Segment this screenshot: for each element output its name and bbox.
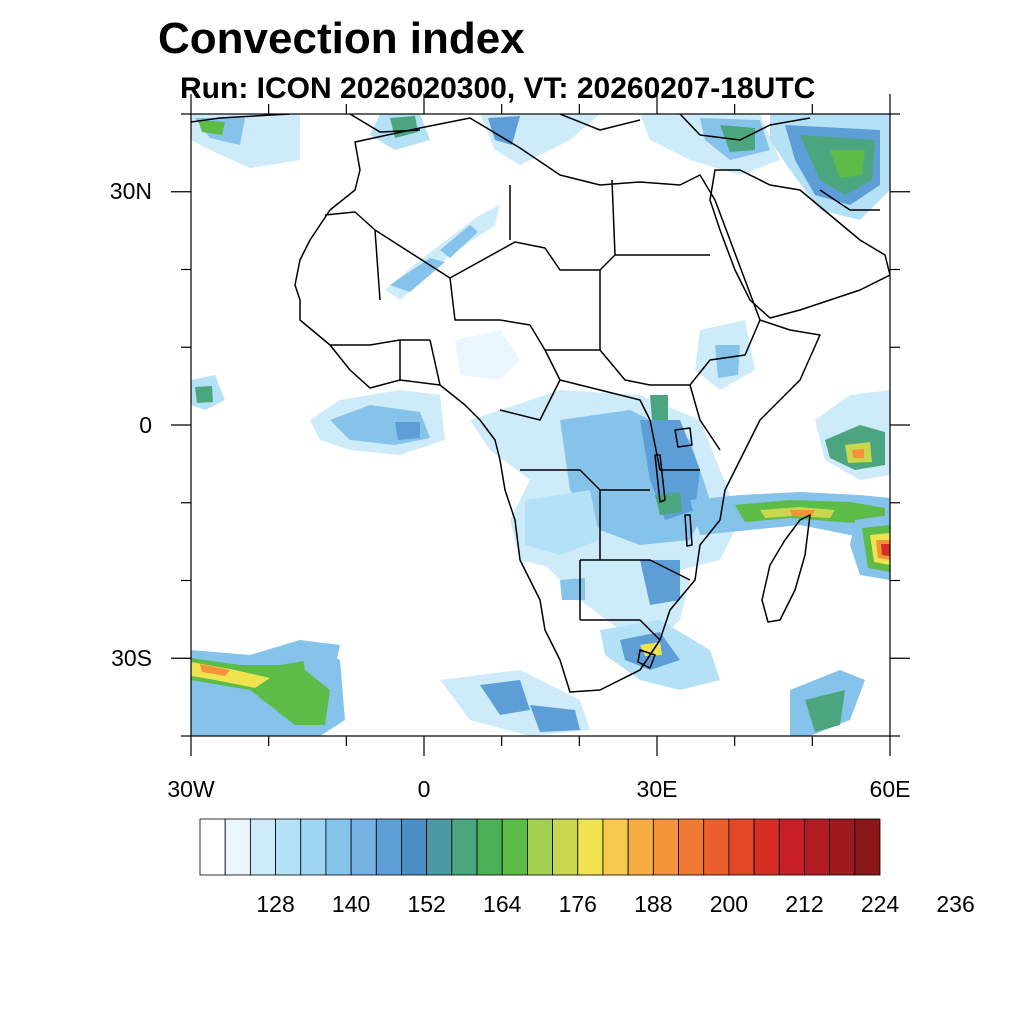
colorbar	[199, 818, 881, 876]
colorbar-swatch	[854, 818, 881, 876]
colorbar-label: 212	[785, 891, 823, 917]
colorbar-swatch	[652, 818, 679, 876]
colorbar-label: 236	[936, 891, 974, 917]
country-borders	[324, 179, 761, 671]
y-label-0: 0	[139, 412, 152, 438]
colorbar-labels: 128 140 152 164 176 188 200 212 224 236	[256, 891, 974, 917]
colorbar-swatch	[753, 818, 780, 876]
colorbar-label: 176	[559, 891, 597, 917]
x-label-30e: 30E	[637, 776, 678, 802]
precip-cell	[525, 490, 600, 555]
lake-malawi	[684, 514, 693, 547]
colorbar-label: 200	[710, 891, 748, 917]
precip-cell	[200, 664, 230, 676]
colorbar-swatch	[275, 818, 302, 876]
colorbar-label: 140	[332, 891, 370, 917]
madagascar-coastline	[761, 514, 811, 623]
colorbar-label: 128	[256, 891, 294, 917]
colorbar-swatch	[451, 818, 478, 876]
colorbar-swatch	[401, 818, 428, 876]
precip-cell	[830, 150, 865, 178]
precip-cell	[300, 640, 340, 690]
africa-coastline	[294, 117, 821, 693]
colorbar-swatch	[476, 818, 503, 876]
colorbar-label: 188	[634, 891, 672, 917]
precip-cell	[195, 386, 213, 403]
europe-coastline	[191, 114, 880, 211]
precip-cell	[805, 690, 845, 732]
convection-field	[191, 114, 890, 736]
colorbar-swatch	[224, 818, 251, 876]
precip-cell	[395, 422, 420, 440]
y-label-30s: 30S	[111, 645, 152, 671]
axis-ticks	[171, 94, 910, 756]
colorbar-swatch	[501, 818, 528, 876]
colorbar-swatch	[829, 818, 856, 876]
colorbar-swatch	[199, 818, 226, 876]
x-label-30w: 30W	[167, 776, 215, 802]
x-label-60e: 60E	[870, 776, 911, 802]
colorbar-label: 164	[483, 891, 522, 917]
lake-tanganyika	[654, 454, 666, 503]
precip-cell	[198, 120, 225, 135]
precip-cell	[488, 116, 520, 145]
colorbar-swatch	[678, 818, 705, 876]
precip-cell	[852, 449, 864, 458]
x-label-0: 0	[418, 776, 431, 802]
colorbar-swatch	[300, 818, 327, 876]
colorbar-swatch	[627, 818, 654, 876]
coastlines-borders	[191, 114, 890, 693]
colorbar-swatch	[552, 818, 579, 876]
precip-cell	[715, 345, 740, 378]
precip-cell	[720, 125, 755, 152]
colorbar-swatch	[325, 818, 352, 876]
colorbar-swatch	[527, 818, 553, 876]
colorbar-swatch	[249, 818, 276, 876]
chart-title: Convection index	[158, 14, 525, 63]
colorbar-swatch	[602, 818, 629, 876]
y-label-30n: 30N	[110, 178, 152, 204]
chart-subtitle: Run: ICON 2026020300, VT: 20260207-18UTC	[180, 72, 816, 105]
axis-labels: 30N 0 30S 30W 0 30E 60E	[110, 178, 911, 802]
colorbar-swatch	[703, 818, 730, 876]
colorbar-label: 152	[407, 891, 445, 917]
colorbar-swatch	[375, 818, 402, 876]
precip-cell	[530, 705, 580, 732]
colorbar-swatch	[804, 818, 831, 876]
precip-cell	[790, 510, 815, 516]
precip-cell	[480, 680, 530, 715]
precip-cell	[440, 225, 478, 258]
colorbar-swatch	[778, 818, 805, 876]
precip-cell	[881, 544, 890, 556]
arabia-coastline	[709, 169, 890, 319]
colorbar-swatch	[426, 818, 453, 876]
colorbar-swatch	[577, 818, 604, 876]
colorbar-label: 224	[861, 891, 900, 917]
colorbar-swatch	[350, 818, 377, 876]
precip-cell	[655, 492, 682, 515]
precip-cell	[455, 330, 520, 380]
colorbar-swatch	[728, 818, 755, 876]
lake-victoria	[674, 427, 693, 448]
precip-cell	[560, 578, 585, 600]
precip-cell	[650, 395, 668, 420]
precip-cell	[640, 560, 680, 605]
